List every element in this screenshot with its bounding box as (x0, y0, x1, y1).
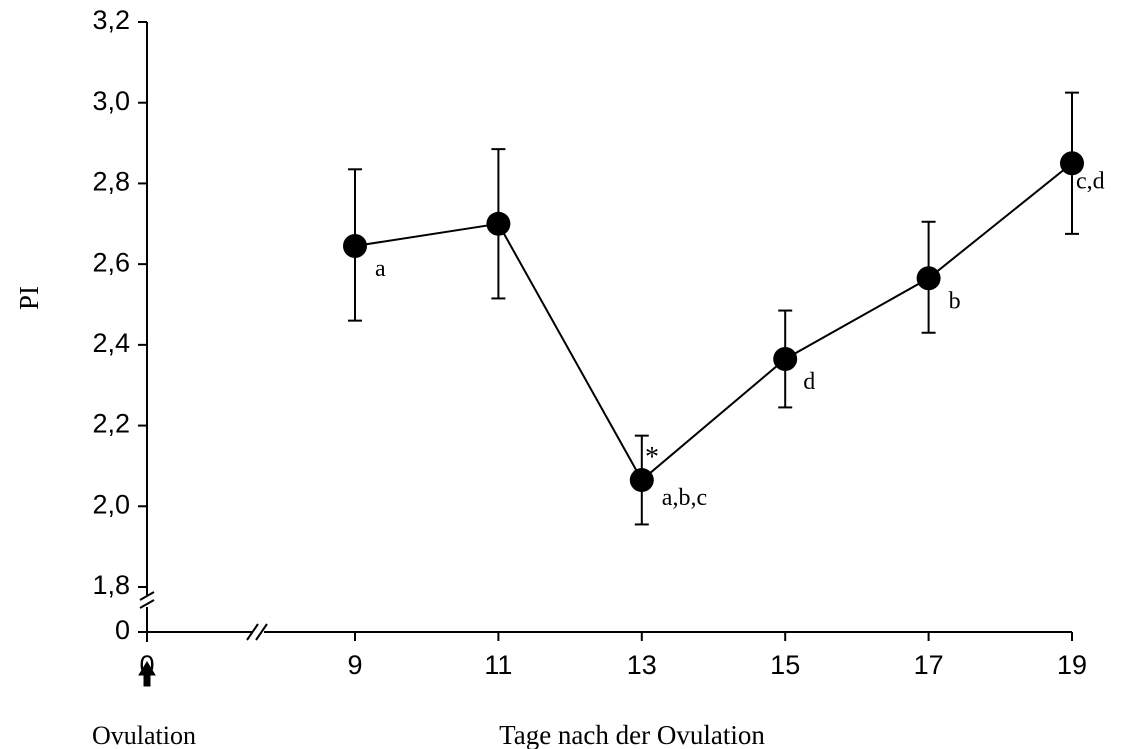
x-axis-title: Tage nach der Ovulation (499, 720, 765, 749)
data-points (343, 151, 1084, 493)
significance-label: a (375, 256, 386, 282)
x-tick-label: 17 (914, 650, 944, 680)
y-tick-label: 2,6 (92, 247, 130, 277)
data-point (629, 468, 654, 493)
data-point (916, 266, 941, 291)
data-point (773, 346, 798, 371)
y-tick-label: 3,0 (92, 86, 130, 116)
y-axis-break-mark (139, 599, 155, 609)
y-tick-label: 1,8 (92, 570, 130, 600)
ovulation-label: Ovulation (92, 721, 196, 749)
significance-labels: a a,b,c d b c,d (375, 168, 1105, 511)
series-line (354, 162, 1073, 482)
error-bars (348, 91, 1079, 526)
x-tick-label: 9 (347, 650, 362, 680)
y-tick-label: 2,4 (92, 328, 130, 358)
y-tick-label: 2,0 (92, 489, 130, 519)
x-tick-label: 19 (1057, 650, 1087, 680)
asterisk-annotation: * (645, 442, 659, 473)
y-tick-labels: 1,8 2,0 2,2 2,4 2,6 2,8 3,0 3,2 0 (92, 5, 130, 645)
axes (138, 21, 1073, 642)
x-axis-break-mark (255, 623, 268, 641)
significance-label: d (803, 369, 815, 395)
y-tick-label: 3,2 (92, 5, 130, 35)
significance-label: b (949, 288, 961, 314)
significance-label: c,d (1076, 168, 1105, 194)
data-point (343, 233, 367, 258)
significance-label: a,b,c (662, 485, 707, 511)
y-tick-label-zero: 0 (115, 615, 130, 645)
data-point (1060, 151, 1084, 176)
x-tick-label: 15 (770, 650, 800, 680)
y-axis-break-mark (139, 591, 155, 601)
x-tick-label: 13 (627, 650, 657, 680)
ovulation-arrow-icon (138, 661, 156, 687)
data-point (486, 211, 511, 236)
x-axis-break-mark (246, 623, 259, 641)
series-line-group (354, 162, 1073, 482)
y-axis-title: PI (14, 286, 44, 310)
x-tick-label: 11 (484, 650, 512, 680)
y-tick-label: 2,8 (92, 167, 130, 197)
y-tick-label: 2,2 (92, 409, 130, 439)
